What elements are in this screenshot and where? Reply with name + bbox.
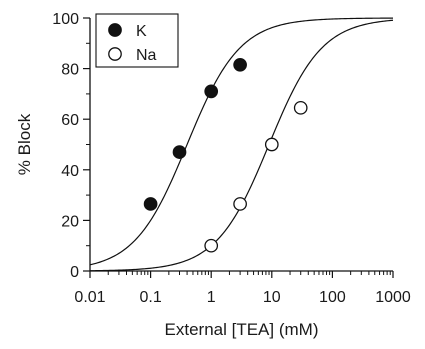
x-tick-label: 100: [319, 289, 346, 306]
x-tick-label: 1000: [375, 289, 411, 306]
fit-curve-k: [89, 17, 394, 266]
legend-label-k: K: [136, 23, 147, 40]
data-point-k: [233, 57, 247, 72]
legend-marker-na: [108, 47, 122, 61]
legend-label-na: Na: [136, 47, 157, 64]
x-axis-title: External [TEA] (mM): [165, 320, 319, 339]
y-tick-label: 20: [61, 213, 79, 230]
legend-marker-k: [108, 23, 122, 37]
y-axis-title: % Block: [15, 113, 34, 175]
data-point-na: [204, 238, 219, 253]
data-point-k: [204, 84, 219, 99]
plot-area: 0.01 0.1 1 10 100 1000 0 20 40 60 80 100: [52, 11, 411, 306]
y-tick-label: 40: [61, 163, 79, 180]
y-axis-ticks: 0 20 40 60 80 100: [52, 11, 90, 281]
y-tick-label: 80: [61, 62, 79, 79]
y-tick-label: 0: [70, 264, 79, 281]
data-point-k: [143, 197, 158, 211]
data-point-k: [172, 145, 187, 159]
data-point-na: [233, 197, 247, 211]
data-points: [143, 57, 308, 253]
data-point-na: [293, 100, 308, 115]
y-tick-label: 60: [61, 112, 79, 129]
x-tick-label: 0.01: [74, 289, 105, 306]
legend: K Na: [95, 13, 179, 68]
x-axis-ticks: 0.01 0.1 1 10 100 1000: [74, 271, 411, 306]
x-tick-label: 10: [263, 289, 281, 306]
x-tick-label: 0.1: [139, 289, 161, 306]
x-tick-label: 1: [207, 289, 216, 306]
y-tick-label: 100: [52, 11, 79, 28]
data-point-na: [264, 137, 279, 152]
